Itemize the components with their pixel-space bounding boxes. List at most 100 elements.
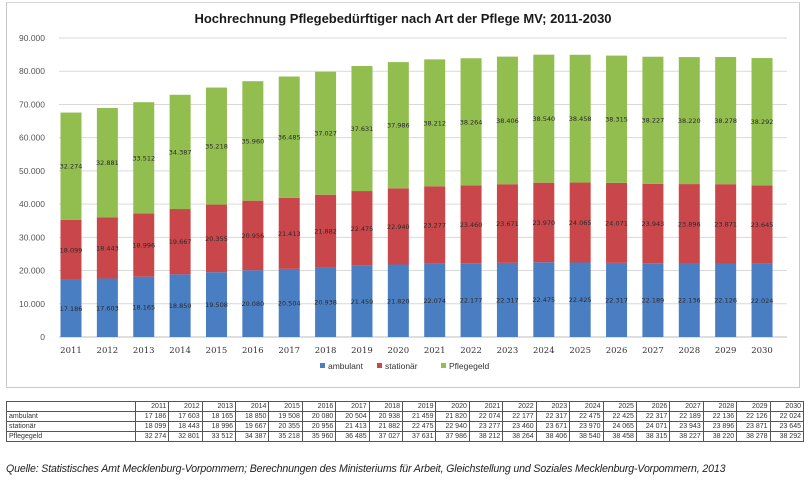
data-label: 22.425 — [569, 296, 592, 304]
x-tick-label: 2011 — [60, 346, 82, 356]
data-label: 21.459 — [351, 298, 374, 306]
table-header-cell: 2020 — [435, 401, 470, 412]
table-header-row: 2011 2012 2013 2014 2015 2016 2017 2018 2019 2020… — [6, 401, 804, 412]
chart-title: Hochrechnung Pflegebedürftiger nach Art … — [194, 11, 611, 26]
data-label: 18.996 — [132, 242, 155, 250]
table-cell: 18 165 — [201, 411, 237, 422]
data-label: 24.065 — [569, 219, 592, 227]
data-labels: 17.186 18.099 32.274 17.603 18.443 32.881 18.1… — [60, 115, 774, 313]
table-cell: 34 387 — [235, 431, 270, 442]
data-label: 38.540 — [532, 115, 555, 123]
x-tick-label: 2014 — [169, 346, 191, 356]
table-header-cell: 2016 — [301, 401, 337, 412]
bar-stationr-2017 — [278, 197, 300, 269]
table-cell: 22 074 — [468, 411, 504, 422]
data-label: 17.603 — [96, 304, 119, 312]
bar-stationr-2029 — [715, 184, 737, 264]
data-label: 38.292 — [751, 118, 774, 126]
data-label: 38.264 — [460, 118, 483, 126]
data-label: 23.896 — [678, 220, 701, 228]
data-label: 21.413 — [278, 230, 301, 238]
x-tick-label: 2026 — [606, 346, 628, 356]
table-cell: 20 504 — [335, 411, 370, 422]
x-tick-label: 2029 — [715, 346, 737, 356]
data-label: 38.406 — [496, 117, 519, 125]
table-header-cell: 2012 — [168, 401, 203, 412]
bar-ambulant-2023 — [496, 262, 518, 337]
x-tick-label: 2027 — [642, 346, 664, 356]
x-tick-label: 2019 — [351, 346, 373, 356]
table-header-cell: 2017 — [335, 401, 370, 412]
y-tick-label: 30.000 — [19, 232, 45, 242]
bar-stationr-2013 — [133, 213, 155, 277]
table-corner-cell — [6, 401, 136, 412]
table-cell: 38 540 — [569, 431, 604, 442]
table-cell: 38 406 — [535, 431, 571, 442]
data-label: 18.165 — [132, 303, 155, 311]
data-label: 22.177 — [460, 297, 483, 305]
bar-pflegegeld-2016 — [242, 81, 264, 201]
x-tick-label: 2022 — [460, 346, 482, 356]
bar-stationr-2021 — [424, 186, 446, 264]
table-cell: 38 212 — [468, 431, 504, 442]
bar-ambulant-2029 — [715, 263, 737, 337]
bar-pflegegeld-2020 — [387, 62, 409, 189]
table-cell: 22 475 — [569, 411, 604, 422]
table-cell: 22 317 — [535, 411, 571, 422]
bar-stationr-2023 — [496, 184, 518, 263]
table-cell: 37 986 — [435, 431, 470, 442]
bar-ambulant-2014 — [169, 274, 191, 337]
data-label: 37.631 — [351, 125, 374, 133]
data-label: 23.277 — [423, 221, 446, 229]
bar-pflegegeld-2027 — [642, 56, 664, 184]
bar-stationr-2016 — [242, 200, 264, 271]
stacked-bar-chart: Hochrechnung Pflegebedürftiger nach Art … — [19, 11, 787, 371]
data-label: 17.186 — [60, 305, 83, 313]
table-row: Pflegegeld 32 274 32 801 33 512 34 387 35 218… — [6, 431, 804, 442]
bar-pflegegeld-2021 — [424, 59, 446, 187]
x-tick-label: 2021 — [424, 346, 446, 356]
x-tick-label: 2016 — [242, 346, 264, 356]
y-tick-label: 10.000 — [19, 299, 45, 309]
table-row-label: Pflegegeld — [6, 431, 136, 442]
data-label: 19.508 — [205, 301, 228, 309]
source-note: Quelle: Statistisches Amt Mecklenburg-Vo… — [6, 463, 726, 475]
table-cell: 23 460 — [502, 421, 537, 432]
data-label: 23.871 — [714, 220, 737, 228]
y-tick-label: 80.000 — [19, 66, 45, 76]
x-tick-label: 2024 — [533, 346, 555, 356]
data-label: 22.074 — [423, 297, 446, 305]
data-label: 35.960 — [241, 137, 264, 145]
x-tick-label: 2018 — [315, 346, 337, 356]
x-tick-label: 2028 — [678, 346, 700, 356]
y-tick-label: 60.000 — [19, 133, 45, 143]
x-tick-label: 2013 — [133, 346, 155, 356]
x-tick-label: 2017 — [278, 346, 300, 356]
data-label: 23.645 — [751, 221, 774, 229]
data-label: 37.027 — [314, 130, 337, 138]
data-label: 19.667 — [169, 238, 192, 246]
legend-swatch — [377, 363, 382, 368]
bar-ambulant-2024 — [533, 262, 555, 337]
table-cell: 23 671 — [535, 421, 571, 432]
x-tick-label: 2023 — [497, 346, 519, 356]
bar-ambulant-2022 — [460, 263, 482, 337]
x-tick-label: 2030 — [751, 346, 773, 356]
data-label: 23.460 — [460, 221, 483, 229]
table-cell: 36 485 — [335, 431, 370, 442]
table-header-cell: 2023 — [535, 401, 571, 412]
table-cell: 33 512 — [201, 431, 237, 442]
data-label: 21.820 — [387, 297, 410, 305]
bar-ambulant-2018 — [315, 267, 337, 337]
table-cell: 32 801 — [168, 431, 203, 442]
data-label: 32.881 — [96, 159, 119, 167]
bar-pflegegeld-2011 — [60, 112, 82, 220]
table-cell: 23 943 — [669, 421, 704, 432]
legend-swatch — [441, 363, 446, 368]
bar-stationr-2025 — [569, 182, 591, 263]
bar-stationr-2020 — [387, 188, 409, 265]
data-label: 22.475 — [532, 296, 555, 304]
bar-ambulant-2025 — [569, 262, 591, 337]
table-row-label: stationär — [6, 421, 136, 432]
table-cell: 18 443 — [168, 421, 203, 432]
